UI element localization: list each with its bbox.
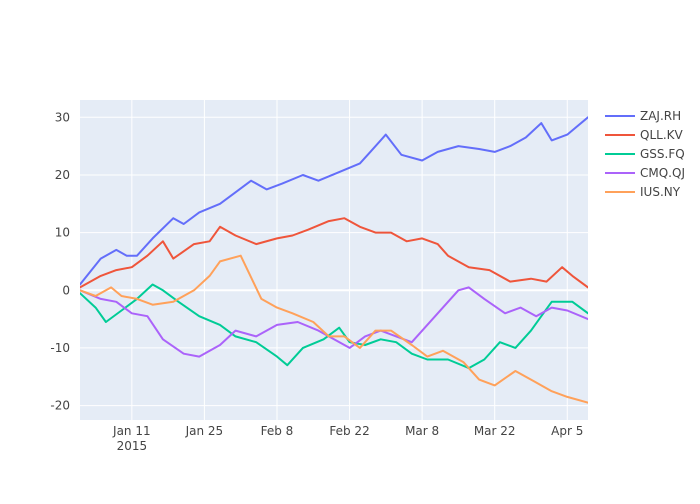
- y-tick-label: 20: [55, 168, 70, 182]
- series-line-qll-kv[interactable]: [80, 217, 588, 289]
- y-tick-label: -10: [50, 341, 70, 355]
- legend[interactable]: ZAJ.RH QLL.KV GSS.FQ CMQ.QJ IUS.NY: [605, 109, 685, 199]
- plot-area: [80, 100, 588, 420]
- x-tick-label: Apr 5: [551, 424, 583, 438]
- series-line-ius-ny[interactable]: [80, 254, 588, 404]
- y-tick-label: 30: [55, 110, 70, 124]
- legend-label: ZAJ.RH: [640, 109, 681, 123]
- legend-item-ius-ny[interactable]: IUS.NY: [605, 185, 681, 199]
- legend-label: CMQ.QJ: [640, 166, 685, 180]
- x-tick-label: Mar 22: [474, 424, 516, 438]
- legend-item-zaj-rh[interactable]: ZAJ.RH: [605, 109, 681, 123]
- y-tick-label: 10: [55, 226, 70, 240]
- y-tick-label: 0: [62, 283, 70, 297]
- series-line-gss-fq[interactable]: [80, 283, 588, 370]
- legend-item-qll-kv[interactable]: QLL.KV: [605, 128, 684, 142]
- legend-label: IUS.NY: [640, 185, 681, 199]
- x-tick-label: Mar 8: [405, 424, 439, 438]
- x-tick-label: Feb 22: [329, 424, 369, 438]
- series-lines: [80, 116, 588, 404]
- legend-label: GSS.FQ: [640, 147, 685, 161]
- legend-item-cmq-qj[interactable]: CMQ.QJ: [605, 166, 685, 180]
- x-tick-sublabel: 2015: [117, 439, 148, 453]
- x-tick-label: Jan 25: [185, 424, 224, 438]
- series-line-zaj-rh[interactable]: [80, 116, 588, 286]
- legend-label: QLL.KV: [640, 128, 684, 142]
- x-tick-label: Jan 11: [112, 424, 151, 438]
- y-tick-label: -20: [50, 399, 70, 413]
- series-line-cmq-qj[interactable]: [80, 286, 588, 358]
- legend-item-gss-fq[interactable]: GSS.FQ: [605, 147, 685, 161]
- x-tick-label: Feb 8: [261, 424, 294, 438]
